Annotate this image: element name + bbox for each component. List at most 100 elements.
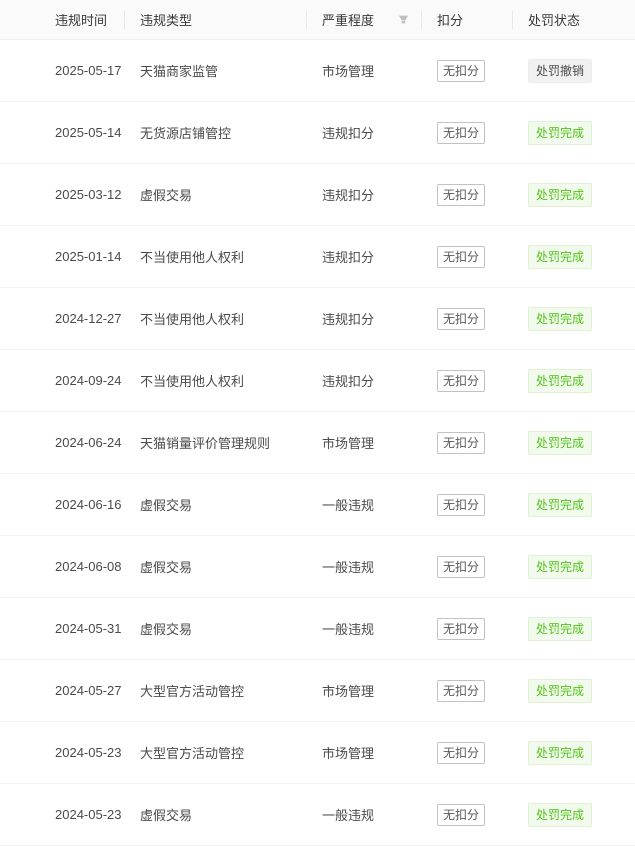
points-badge: 无扣分 [437, 307, 486, 330]
points-badge: 无扣分 [437, 369, 486, 392]
points-badge: 无扣分 [437, 741, 486, 764]
points-badge: 无扣分 [437, 803, 486, 826]
violation-time-cell: 2024-06-16 [55, 497, 122, 512]
table-row: 2024-05-31 虚假交易 一般违规 无扣分 处罚完成 [0, 598, 635, 660]
column-header-points: 扣分 [421, 0, 512, 39]
severity-cell: 违规扣分 [322, 312, 375, 327]
points-badge: 无扣分 [437, 183, 486, 206]
severity-cell: 一般违规 [322, 808, 375, 823]
violation-time-cell: 2024-05-23 [55, 807, 122, 822]
table-row: 2024-12-27 不当使用他人权利 违规扣分 无扣分 处罚完成 [0, 288, 635, 350]
penalty-status-cell: 处罚完成 [512, 802, 635, 827]
violation-type-cell: 天猫销量评价管理规则 [140, 436, 271, 451]
violation-time-cell: 2025-01-14 [55, 249, 122, 264]
penalty-status-cell: 处罚完成 [512, 740, 635, 765]
points-cell: 无扣分 [421, 307, 512, 330]
status-badge: 处罚完成 [528, 430, 593, 455]
severity-cell: 违规扣分 [322, 374, 375, 389]
points-cell: 无扣分 [421, 369, 512, 392]
points-badge: 无扣分 [437, 679, 486, 702]
penalty-status-cell: 处罚完成 [512, 368, 635, 393]
status-badge: 处罚完成 [528, 678, 593, 703]
severity-cell: 一般违规 [322, 622, 375, 637]
table-row: 2025-05-14 无货源店铺管控 违规扣分 无扣分 处罚完成 [0, 102, 635, 164]
status-badge: 处罚撤销 [528, 58, 593, 83]
column-header-label: 违规类型 [140, 13, 193, 28]
points-cell: 无扣分 [421, 121, 512, 144]
severity-cell: 违规扣分 [322, 188, 375, 203]
status-badge: 处罚完成 [528, 368, 593, 393]
points-badge: 无扣分 [437, 431, 486, 454]
severity-cell: 违规扣分 [322, 126, 375, 141]
status-badge: 处罚完成 [528, 306, 593, 331]
violation-time-cell: 2024-06-24 [55, 435, 122, 450]
column-header-violation-type: 违规类型 [124, 0, 306, 39]
penalty-status-cell: 处罚完成 [512, 182, 635, 207]
violation-type-cell: 虚假交易 [140, 560, 193, 575]
severity-cell: 违规扣分 [322, 250, 375, 265]
column-header-penalty-status: 处罚状态 [512, 0, 635, 39]
points-badge: 无扣分 [437, 617, 486, 640]
table-row: 2025-05-17 天猫商家监管 市场管理 无扣分 处罚撤销 [0, 40, 635, 102]
points-cell: 无扣分 [421, 183, 512, 206]
table-row: 2024-06-16 虚假交易 一般违规 无扣分 处罚完成 [0, 474, 635, 536]
table-row: 2024-05-23 虚假交易 一般违规 无扣分 处罚完成 [0, 784, 635, 846]
table-row: 2025-01-14 不当使用他人权利 违规扣分 无扣分 处罚完成 [0, 226, 635, 288]
severity-cell: 市场管理 [322, 746, 375, 761]
violation-time-cell: 2024-12-27 [55, 311, 122, 326]
violation-records-table: 违规时间 违规类型 严重程度 扣分 处罚状态 2025-05-17 天猫商家监管… [0, 0, 635, 846]
violation-time-cell: 2025-05-17 [55, 63, 122, 78]
violation-type-cell: 大型官方活动管控 [140, 746, 245, 761]
violation-time-cell: 2024-05-31 [55, 621, 122, 636]
violation-type-cell: 天猫商家监管 [140, 64, 219, 79]
penalty-status-cell: 处罚完成 [512, 244, 635, 269]
severity-cell: 一般违规 [322, 498, 375, 513]
violation-type-cell: 虚假交易 [140, 188, 193, 203]
violation-type-cell: 不当使用他人权利 [140, 250, 245, 265]
violation-time-cell: 2024-05-27 [55, 683, 122, 698]
column-header-label: 严重程度 [322, 13, 375, 28]
points-cell: 无扣分 [421, 617, 512, 640]
penalty-status-cell: 处罚完成 [512, 678, 635, 703]
table-header-row: 违规时间 违规类型 严重程度 扣分 处罚状态 [0, 0, 635, 40]
points-badge: 无扣分 [437, 245, 486, 268]
points-cell: 无扣分 [421, 245, 512, 268]
penalty-status-cell: 处罚完成 [512, 492, 635, 517]
points-badge: 无扣分 [437, 493, 486, 516]
status-badge: 处罚完成 [528, 492, 593, 517]
severity-cell: 一般违规 [322, 560, 375, 575]
violation-type-cell: 虚假交易 [140, 808, 193, 823]
penalty-status-cell: 处罚完成 [512, 430, 635, 455]
violation-type-cell: 无货源店铺管控 [140, 126, 232, 141]
table-row: 2024-05-27 大型官方活动管控 市场管理 无扣分 处罚完成 [0, 660, 635, 722]
severity-cell: 市场管理 [322, 64, 375, 79]
violation-type-cell: 不当使用他人权利 [140, 312, 245, 327]
status-badge: 处罚完成 [528, 802, 593, 827]
status-badge: 处罚完成 [528, 554, 593, 579]
column-header-severity: 严重程度 [306, 0, 421, 39]
violation-type-cell: 虚假交易 [140, 622, 193, 637]
points-cell: 无扣分 [421, 741, 512, 764]
penalty-status-cell: 处罚完成 [512, 306, 635, 331]
violation-time-cell: 2024-06-08 [55, 559, 122, 574]
status-badge: 处罚完成 [528, 740, 593, 765]
column-header-label: 扣分 [437, 13, 464, 28]
status-badge: 处罚完成 [528, 244, 593, 269]
table-row: 2025-03-12 虚假交易 违规扣分 无扣分 处罚完成 [0, 164, 635, 226]
points-cell: 无扣分 [421, 493, 512, 516]
status-badge: 处罚完成 [528, 120, 593, 145]
violation-type-cell: 大型官方活动管控 [140, 684, 245, 699]
violation-type-cell: 虚假交易 [140, 498, 193, 513]
table-row: 2024-05-23 大型官方活动管控 市场管理 无扣分 处罚完成 [0, 722, 635, 784]
violation-type-cell: 不当使用他人权利 [140, 374, 245, 389]
points-badge: 无扣分 [437, 555, 486, 578]
table-body: 2025-05-17 天猫商家监管 市场管理 无扣分 处罚撤销 2025-05-… [0, 40, 635, 846]
penalty-status-cell: 处罚撤销 [512, 58, 635, 83]
penalty-status-cell: 处罚完成 [512, 554, 635, 579]
points-cell: 无扣分 [421, 803, 512, 826]
severity-cell: 市场管理 [322, 684, 375, 699]
severity-cell: 市场管理 [322, 436, 375, 451]
status-badge: 处罚完成 [528, 182, 593, 207]
column-header-label: 处罚状态 [528, 13, 581, 28]
filter-funnel-icon[interactable] [395, 12, 411, 28]
